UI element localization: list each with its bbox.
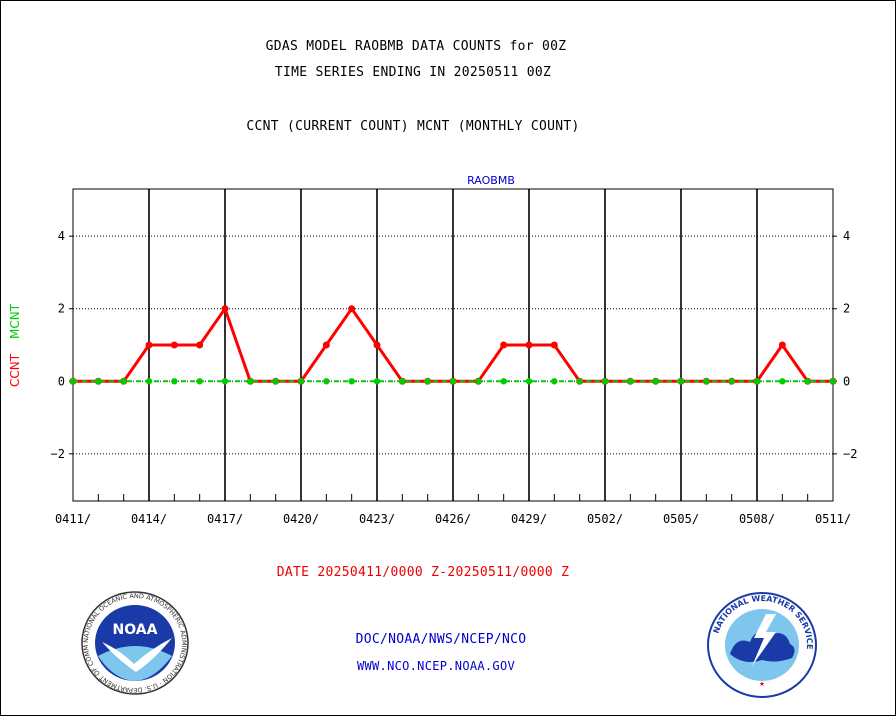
y-tick-label-left: 2: [58, 302, 65, 316]
x-tick-label: 0414/: [131, 512, 167, 526]
mcnt-point: [779, 378, 786, 385]
mcnt-point: [373, 378, 381, 385]
mcnt-point: [69, 378, 77, 385]
mcnt-point: [323, 378, 330, 385]
ccnt-point: [322, 341, 330, 349]
mcnt-point: [525, 378, 533, 385]
mcnt-point: [703, 378, 710, 385]
mcnt-point: [475, 378, 482, 385]
mcnt-point: [272, 378, 279, 385]
mcnt-point: [171, 378, 178, 385]
ccnt-point: [170, 341, 178, 349]
mcnt-point: [753, 378, 761, 385]
y-tick-label-right: −2: [843, 447, 857, 461]
mcnt-point: [551, 378, 558, 385]
y-tick-label-left: −2: [51, 447, 65, 461]
ccnt-point: [348, 305, 356, 313]
noaa-logo: NOAA NATIONAL OCEANIC AND ATMOSPHERIC AD…: [80, 590, 189, 695]
mcnt-point: [652, 378, 659, 385]
x-tick-label: 0417/: [207, 512, 243, 526]
ccnt-point: [778, 341, 786, 349]
ccnt-point: [525, 341, 533, 349]
mcnt-point: [829, 378, 837, 385]
mcnt-point: [120, 378, 127, 385]
mcnt-point: [601, 378, 609, 385]
x-tick-label: 0423/: [359, 512, 395, 526]
url-line: WWW.NCO.NCEP.NOAA.GOV: [356, 659, 516, 673]
x-tick-label: 0511/: [815, 512, 851, 526]
y-axis-label-ccnt: CCNT: [8, 353, 22, 387]
mcnt-point: [221, 378, 229, 385]
y-tick-label-right: 4: [843, 229, 850, 243]
mcnt-point: [247, 378, 254, 385]
x-tick-label: 0505/: [663, 512, 699, 526]
ccnt-point: [550, 341, 558, 349]
mcnt-point: [348, 378, 355, 385]
mcnt-point: [424, 378, 431, 385]
date-range-label: DATE 20250411/0000 Z-20250511/0000 Z: [276, 565, 570, 580]
chart-title-line2: TIME SERIES ENDING IN 20250511 00Z: [274, 65, 552, 80]
y-tick-label-right: 2: [843, 302, 850, 316]
ccnt-point: [500, 341, 508, 349]
x-tick-label: 0502/: [587, 512, 623, 526]
panel-label: RAOBMB: [467, 174, 515, 187]
ccnt-point: [373, 341, 381, 349]
ccnt-point: [196, 341, 204, 349]
y-axis-label-mcnt: MCNT: [8, 303, 22, 339]
chart-title-line1: GDAS MODEL RAOBMB DATA COUNTS for 00Z: [265, 39, 567, 54]
mcnt-point: [576, 378, 583, 385]
mcnt-point: [728, 378, 735, 385]
chart-subtitle: CCNT (CURRENT COUNT) MCNT (MONTHLY COUNT…: [246, 119, 580, 134]
y-tick-label-right: 0: [843, 374, 850, 388]
star-icon: ★: [759, 679, 765, 689]
y-tick-label-left: 0: [58, 374, 65, 388]
mcnt-point: [297, 378, 305, 385]
mcnt-point: [677, 378, 685, 385]
mcnt-point: [804, 378, 811, 385]
x-tick-label: 0411/: [55, 512, 91, 526]
y-tick-label-left: 4: [58, 229, 65, 243]
ccnt-point: [221, 305, 229, 313]
mcnt-point: [399, 378, 406, 385]
x-tick-label: 0429/: [511, 512, 547, 526]
noaa-logo-text: NOAA: [113, 622, 158, 638]
x-tick-label: 0508/: [739, 512, 775, 526]
x-tick-label: 0426/: [435, 512, 471, 526]
mcnt-point: [145, 378, 153, 385]
ccnt-point: [145, 341, 153, 349]
mcnt-point: [627, 378, 634, 385]
mcnt-point: [196, 378, 203, 385]
org-line: DOC/NOAA/NWS/NCEP/NCO: [355, 632, 527, 647]
x-tick-label: 0420/: [283, 512, 319, 526]
mcnt-point: [500, 378, 507, 385]
mcnt-point: [449, 378, 457, 385]
nws-logo: ★ NATIONAL WEATHER SERVICE: [707, 592, 817, 698]
mcnt-point: [95, 378, 102, 385]
